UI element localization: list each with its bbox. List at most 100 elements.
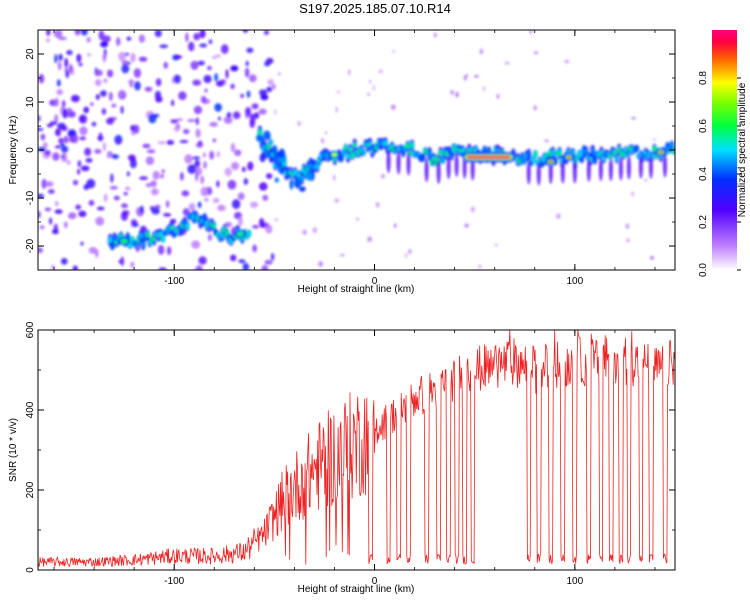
peak-core: [566, 155, 571, 159]
heat-blob: [224, 167, 232, 177]
heat-blob: [198, 256, 207, 265]
colorbar-gradient: [712, 30, 737, 270]
heat-blob: [188, 41, 195, 52]
heat-blob: [40, 133, 46, 141]
heat-blob: [133, 124, 140, 134]
heat-blob: [482, 86, 486, 92]
heat-blob: [195, 128, 201, 138]
ridge-core: [293, 169, 298, 176]
heat-blob: [115, 138, 122, 143]
heat-blob: [80, 165, 90, 172]
heat-blob: [626, 238, 630, 243]
heat-blob: [494, 243, 498, 247]
colorbar: 0.0 0.2 0.4 0.6 0.8 Normalized spectral ampl…: [698, 30, 748, 277]
heat-blob: [38, 115, 41, 122]
heat-blob: [120, 256, 125, 266]
y-tick-label: 10: [25, 96, 36, 108]
heat-blob: [171, 99, 175, 107]
heat-blob: [88, 246, 98, 254]
heat-blob: [44, 181, 54, 187]
heat-blob: [204, 198, 209, 202]
heat-blob: [209, 121, 218, 127]
heat-blob: [212, 197, 220, 203]
heat-blob: [120, 106, 124, 114]
heat-blob: [130, 219, 138, 225]
ridge-core: [343, 144, 349, 150]
peak-core: [466, 155, 511, 159]
ridge-core: [671, 148, 675, 154]
ridge-core: [526, 151, 531, 158]
heat-blob: [185, 32, 189, 42]
heat-blob: [208, 39, 213, 44]
heat-blob: [392, 49, 395, 53]
colorbar-tick-label: 0.2: [698, 215, 709, 229]
heat-blob: [47, 189, 55, 194]
ridge-streak: [662, 153, 667, 178]
heat-blob: [163, 61, 169, 69]
transition-blob: [273, 153, 278, 159]
heat-blob: [142, 143, 151, 149]
heat-blob: [77, 168, 81, 175]
heat-blob: [504, 61, 510, 65]
heat-blob: [57, 61, 62, 71]
heat-blob: [207, 234, 212, 242]
colorbar-tick-label: 0.0: [698, 263, 709, 277]
heat-blob: [77, 160, 82, 168]
heat-blob: [240, 93, 244, 99]
heat-blob: [84, 147, 92, 157]
heat-blob: [96, 206, 105, 211]
heat-blob: [101, 108, 107, 115]
heat-blob: [243, 178, 249, 185]
heat-blob: [154, 90, 162, 100]
heat-blob: [110, 173, 114, 183]
chart-title: S197.2025.185.07.10.R14: [299, 1, 451, 16]
heat-blob: [220, 44, 229, 54]
spectrogram-ylabel: Frequency (Hz): [8, 116, 19, 185]
ridge-streak: [470, 156, 475, 181]
heat-blob: [67, 212, 77, 220]
heat-blob: [302, 229, 308, 235]
transition-blob: [289, 178, 294, 190]
heat-blob: [195, 265, 203, 270]
heat-blob: [265, 173, 273, 179]
heat-blob: [214, 54, 221, 58]
heat-blob: [271, 84, 276, 90]
ridge-core: [246, 229, 252, 238]
heat-blob: [51, 229, 59, 235]
heat-blob: [223, 116, 233, 124]
heat-blob: [242, 30, 248, 33]
heat-blob: [234, 149, 242, 157]
heat-blob: [231, 199, 241, 209]
ridge-core: [348, 147, 353, 153]
heat-blob: [194, 159, 201, 168]
heat-blob: [433, 32, 437, 38]
colorbar-tick-label: 0.6: [698, 119, 709, 133]
heat-blob: [347, 69, 351, 76]
heat-blob: [199, 30, 206, 39]
transition-blob: [298, 186, 306, 192]
heat-blob: [58, 137, 64, 145]
heat-blob: [625, 223, 630, 230]
y-tick-label: -20: [25, 238, 36, 253]
heat-blob: [297, 120, 301, 127]
ridge-core: [405, 142, 410, 150]
heat-blob: [200, 175, 205, 185]
heat-blob: [193, 32, 201, 41]
heat-blob: [54, 200, 59, 206]
heat-blob: [173, 126, 180, 132]
ridge-core: [669, 142, 675, 148]
ridge-streak: [572, 159, 577, 184]
heat-blob: [63, 135, 69, 144]
heat-blob: [230, 142, 236, 153]
ridge-streak: [386, 149, 391, 174]
heat-blob: [108, 91, 113, 101]
heat-blob: [145, 156, 155, 165]
ridge-streak: [454, 152, 459, 177]
snr-panel: -100 0 100 0 200 400 600 Height of straight li…: [8, 321, 676, 595]
heat-blob: [144, 86, 153, 92]
heat-blob: [67, 110, 76, 118]
ridge-core: [652, 145, 657, 153]
